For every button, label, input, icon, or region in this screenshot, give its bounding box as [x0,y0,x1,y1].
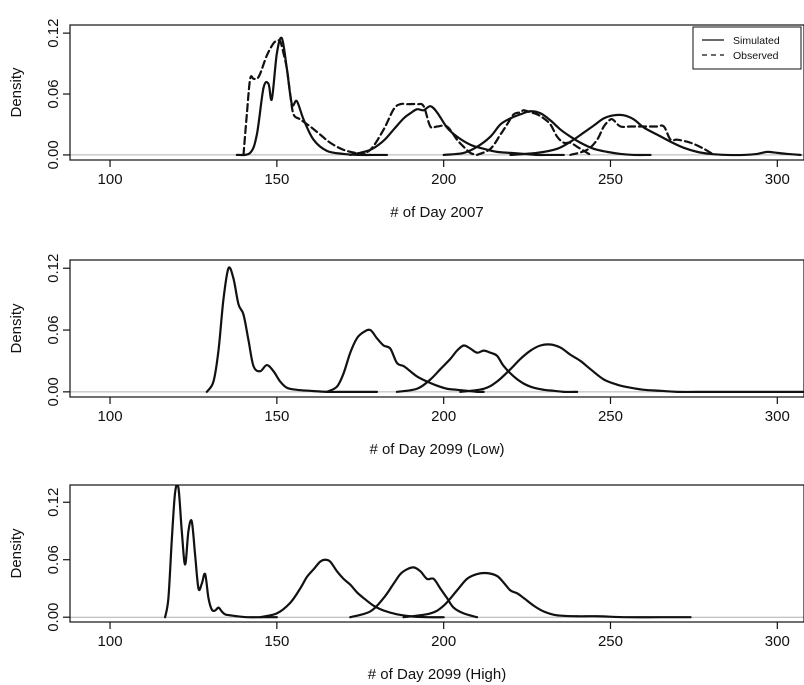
legend-box [692,26,802,70]
y-tick-label: 0.06 [45,79,62,108]
curves [235,36,802,157]
legend-label: Simulated [733,35,780,47]
y-axis-title: Density [8,528,25,579]
legend: Simulated Observed [692,26,802,70]
y-tick-label: 0.00 [45,140,62,169]
simulated-density-curve-1 [235,36,389,157]
simulated-density-curve-3 [395,344,579,394]
simulated-density-curve-2 [259,558,445,619]
observed-density-curve-1 [242,39,372,157]
density-panel-1: 100 150 200 250 300 0.00 0.06 0.12 # of Day 2007… [8,19,804,221]
density-panel-2: 100 150 200 250 300 0.00 0.06 0.12 # of Day 2099… [8,254,804,458]
x-tick-label: 100 [98,408,123,425]
simulated-density-curve-1 [163,485,278,619]
y-tick-label: 0.06 [45,545,62,574]
y-tick-label: 0.12 [45,488,62,517]
x-axis-title: # of Day 2099 (High) [368,666,506,683]
y-tick-label: 0.12 [45,254,62,283]
x-axis-title: # of Day 2099 (Low) [369,441,504,458]
plot-frame [69,24,804,161]
x-tick-label: 200 [431,633,456,650]
legend-label: Observed [733,50,779,62]
x-tick-label: 200 [431,171,456,188]
y-tick-label: 0.12 [45,19,62,48]
curves [205,266,804,394]
x-tick-label: 100 [98,171,123,188]
x-tick-label: 300 [765,171,790,188]
observed-density-curve-4 [569,117,716,157]
y-axis-title: Density [8,303,25,354]
y-axis-title: Density [8,67,25,118]
x-tick-label: 150 [264,633,289,650]
x-tick-label: 250 [598,171,623,188]
x-tick-label: 250 [598,633,623,650]
plot-frame [69,259,804,398]
plot-frame [69,484,804,623]
x-tick-label: 100 [98,633,123,650]
simulated-density-curve-4 [402,571,692,619]
y-tick-label: 0.06 [45,315,62,344]
x-tick-label: 150 [264,408,289,425]
x-tick-label: 300 [765,408,790,425]
x-tick-label: 250 [598,408,623,425]
simulated-density-curve-3 [349,566,479,619]
simulated-density-curve-3 [442,110,652,157]
y-tick-label: 0.00 [45,377,62,406]
simulated-density-curve-4 [459,343,804,394]
simulated-density-curve-4 [509,113,802,157]
x-axis-title: # of Day 2007 [390,204,483,221]
x-tick-label: 200 [431,408,456,425]
curves [163,485,692,619]
observed-density-curve-3 [475,109,592,157]
x-tick-label: 150 [264,171,289,188]
x-tick-label: 300 [765,633,790,650]
density-panel-3: 100 150 200 250 300 0.00 0.06 0.12 # of Day 2099… [8,484,804,683]
observed-density-curve-2 [355,102,479,157]
y-tick-label: 0.00 [45,603,62,632]
simulated-density-curve-2 [325,328,485,394]
simulated-density-curve-1 [205,266,379,394]
